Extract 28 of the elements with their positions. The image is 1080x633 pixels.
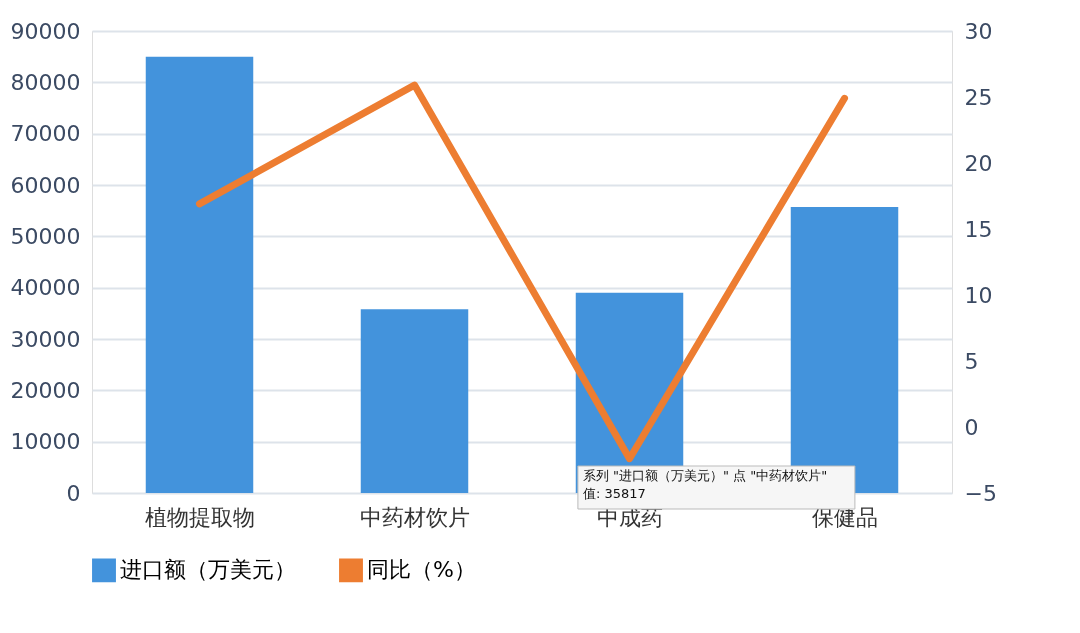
y-tick-label: 30000 bbox=[10, 326, 81, 352]
bar bbox=[145, 56, 254, 493]
y2-tick-label: −5 bbox=[964, 480, 997, 506]
y-tick-label: 80000 bbox=[10, 69, 81, 95]
y-tick-label: 0 bbox=[66, 480, 81, 506]
y2-tick-label: 30 bbox=[964, 18, 993, 44]
annotation: 值: 35817 bbox=[582, 486, 646, 501]
legend-label: 同比（%） bbox=[367, 557, 476, 583]
y-tick-label: 60000 bbox=[10, 172, 81, 198]
y2-tick-label: 20 bbox=[964, 150, 993, 176]
y-tick-label: 40000 bbox=[10, 275, 81, 301]
y-tick-label: 90000 bbox=[10, 18, 81, 44]
y2-tick-label: 0 bbox=[964, 414, 979, 440]
y-tick-label: 70000 bbox=[10, 121, 81, 147]
y2-tick-label: 25 bbox=[964, 84, 993, 110]
x-tick-label: 中药材饮片 bbox=[359, 504, 470, 530]
y2-tick-label: 5 bbox=[964, 348, 979, 374]
y2-tick-label: 10 bbox=[964, 282, 993, 308]
y-tick-label: 50000 bbox=[10, 223, 81, 249]
bar bbox=[360, 309, 469, 493]
x-tick-label: 中成药 bbox=[596, 504, 663, 530]
legend-label: 进口额（万美元） bbox=[120, 557, 296, 583]
y-tick-label: 20000 bbox=[10, 377, 81, 403]
x-tick-label: 植物提取物 bbox=[144, 504, 255, 530]
annotation: 系列 "进口额（万美元）" 点 "中药材饮片" bbox=[582, 468, 828, 483]
x-tick-label: 保健品 bbox=[811, 504, 878, 530]
y2-tick-label: 15 bbox=[964, 216, 993, 242]
y-tick-label: 10000 bbox=[10, 429, 81, 455]
